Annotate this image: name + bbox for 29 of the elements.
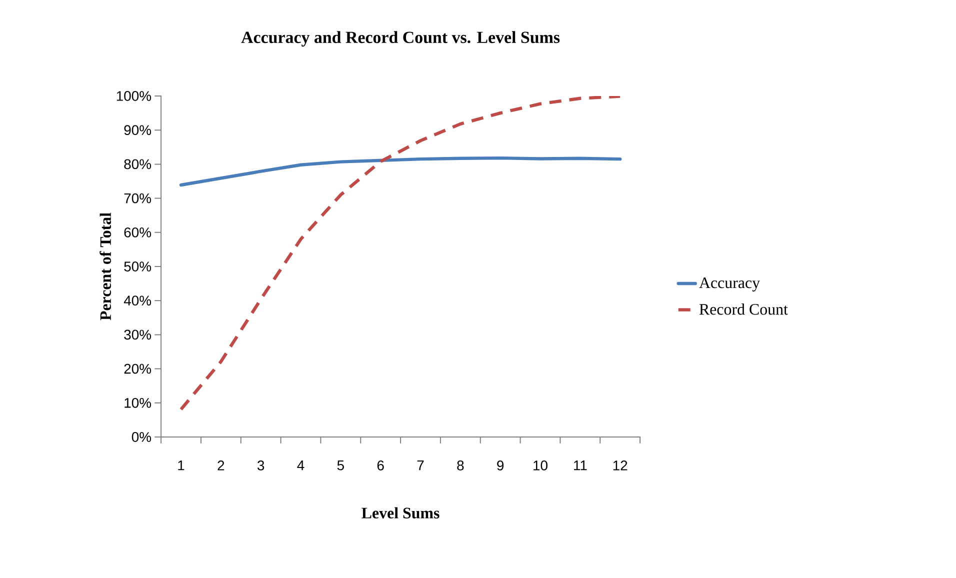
y-tick-label: 60%	[124, 227, 152, 238]
y-tick-label: 30%	[124, 330, 152, 340]
legend-label: Record Count	[699, 304, 788, 315]
line-series	[179, 96, 622, 411]
y-tick-label: 0%	[132, 432, 152, 442]
x-tick-label: 8	[457, 460, 464, 470]
chart-title: Accuracy and Record Count vs. Level Sums	[241, 31, 560, 47]
y-tick-label: 100%	[116, 91, 152, 101]
y-tick-label: 70%	[124, 193, 152, 204]
x-tick-label: 9	[497, 460, 504, 470]
y-tick-label: 90%	[124, 125, 152, 136]
x-tick-label: 2	[218, 460, 224, 470]
x-tick-label: 3	[257, 460, 264, 470]
x-tick-label: 1	[178, 460, 184, 470]
x-tick-label: 10	[534, 460, 548, 470]
x-tick-label: 7	[417, 460, 424, 470]
x-tick-label: 4	[297, 460, 304, 470]
x-tick-label: 5	[337, 460, 344, 470]
x-tick-label: 6	[377, 460, 384, 470]
x-tick-label: 11	[574, 460, 587, 470]
x-axis-title: Level Sums	[362, 507, 440, 518]
y-tick-label: 10%	[124, 398, 152, 408]
y-tick-label: 80%	[124, 159, 152, 170]
x-tick-label: 12	[613, 460, 628, 470]
y-tick-label: 20%	[124, 364, 152, 374]
y-axis-title: Percent of Total	[100, 212, 112, 320]
y-tick-label: 50%	[124, 262, 152, 272]
legend-label: Accuracy	[699, 278, 760, 292]
y-tick-label: 40%	[124, 296, 152, 306]
